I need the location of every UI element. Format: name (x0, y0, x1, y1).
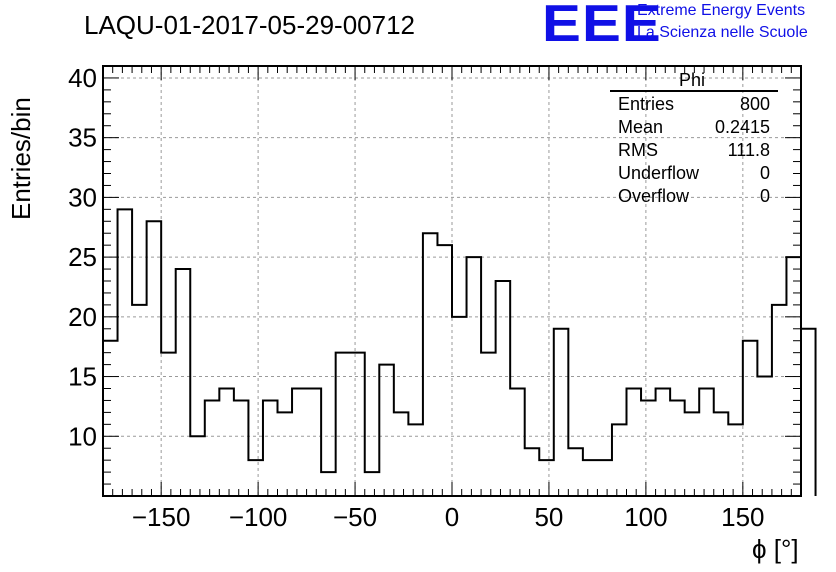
y-tick-label: 20 (68, 302, 97, 332)
histogram-bin (394, 412, 409, 496)
histogram-bin (307, 389, 322, 497)
histogram-bin (161, 353, 176, 496)
histogram-bin (583, 460, 598, 496)
histogram-bin (525, 448, 540, 496)
histogram-bin (278, 412, 293, 496)
histogram-bin (365, 472, 380, 496)
eee-logo: EEE (542, 0, 662, 53)
histogram-bin (641, 400, 656, 496)
histogram-bin (132, 305, 147, 496)
histogram-bin (147, 221, 162, 496)
histogram-bin (263, 400, 278, 496)
histogram-bin (103, 341, 118, 496)
org-name-line2: La Scienza nelle Scuole (637, 24, 808, 41)
histogram-bin (714, 412, 729, 496)
stat-label-mean: Mean (618, 117, 664, 137)
histogram-bin (379, 365, 394, 496)
histogram-bin (350, 353, 365, 496)
histogram-bin (670, 400, 685, 496)
histogram-bin (496, 281, 511, 496)
stat-value-overflow: 0 (759, 186, 770, 206)
histogram-bin (248, 460, 263, 496)
y-tick-label: 25 (68, 242, 97, 272)
histogram-bin (423, 233, 438, 496)
org-name-line1: Extreme Energy Events (637, 2, 806, 19)
stats-divider (610, 90, 778, 92)
stats-title: Phi (679, 70, 706, 90)
histogram-bin (234, 400, 249, 496)
x-axis-label: ϕ [°] (752, 534, 799, 564)
stat-value-rms: 111.8 (727, 140, 770, 160)
histogram-bin (408, 424, 423, 496)
y-tick-label: 30 (68, 182, 97, 212)
x-tick-label: 150 (721, 502, 764, 532)
histogram-bin (627, 389, 642, 497)
histogram-bin (336, 353, 351, 496)
histogram-bin (786, 257, 801, 496)
histogram-bin (437, 245, 452, 496)
histogram-bin (801, 329, 816, 496)
histogram-outline (102, 208, 817, 496)
histogram-bin (205, 400, 220, 496)
histogram-bin (190, 436, 205, 496)
y-tick-label: 35 (68, 123, 97, 153)
plot-frame (102, 65, 802, 497)
stat-value-entries: 800 (739, 94, 770, 114)
x-tick-label: −150 (132, 502, 191, 532)
histogram-bin (481, 353, 496, 496)
histogram-bin (452, 317, 467, 496)
stat-label-underflow: Underflow (618, 163, 700, 183)
histogram-bin (685, 412, 700, 496)
histogram-bin (656, 389, 671, 497)
x-tick-label: 0 (445, 502, 459, 532)
histogram-bin (118, 209, 133, 496)
stat-value-mean: 0.2415 (714, 117, 770, 137)
y-tick-label: 40 (68, 63, 97, 93)
histogram-bin (467, 257, 482, 496)
y-tick-label: 10 (68, 421, 97, 451)
y-axis-label: Entries/bin (6, 97, 36, 220)
histogram-bin (219, 389, 234, 497)
histogram-bin (757, 377, 772, 496)
histogram-bin (728, 424, 743, 496)
stat-value-underflow: 0 (759, 163, 770, 183)
x-tick-label: −50 (333, 502, 377, 532)
histogram-bin (612, 424, 627, 496)
histogram-bin (292, 389, 307, 497)
stat-label-entries: Entries (618, 94, 675, 114)
histogram-bin (597, 460, 612, 496)
stat-label-rms: RMS (618, 140, 658, 160)
histogram-bin (568, 448, 583, 496)
x-tick-label: 50 (534, 502, 563, 532)
chart-title: LAQU-01-2017-05-29-00712 (84, 10, 415, 40)
histogram-bin (321, 472, 336, 496)
histogram-bin (743, 341, 758, 496)
histogram-bin (772, 305, 787, 496)
x-tick-label: 100 (624, 502, 667, 532)
histogram-bin (539, 460, 554, 496)
x-tick-label: −100 (229, 502, 288, 532)
histogram-bin (176, 269, 191, 496)
histogram-bin (510, 389, 525, 497)
histogram-bin (554, 329, 569, 496)
y-tick-label: 15 (68, 362, 97, 392)
histogram-bin (699, 389, 714, 497)
stat-label-overflow: Overflow (618, 186, 690, 206)
